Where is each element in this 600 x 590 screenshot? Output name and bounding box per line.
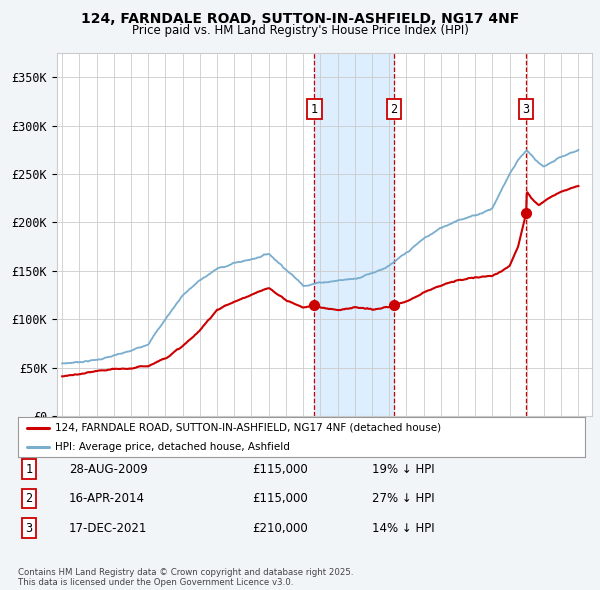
Text: 19% ↓ HPI: 19% ↓ HPI <box>372 463 434 476</box>
Text: 1: 1 <box>25 463 32 476</box>
Text: 124, FARNDALE ROAD, SUTTON-IN-ASHFIELD, NG17 4NF (detached house): 124, FARNDALE ROAD, SUTTON-IN-ASHFIELD, … <box>55 423 441 433</box>
Text: Price paid vs. HM Land Registry's House Price Index (HPI): Price paid vs. HM Land Registry's House … <box>131 24 469 37</box>
Text: 124, FARNDALE ROAD, SUTTON-IN-ASHFIELD, NG17 4NF: 124, FARNDALE ROAD, SUTTON-IN-ASHFIELD, … <box>81 12 519 26</box>
Text: 2: 2 <box>25 492 32 505</box>
Text: Contains HM Land Registry data © Crown copyright and database right 2025.
This d: Contains HM Land Registry data © Crown c… <box>18 568 353 587</box>
Text: £115,000: £115,000 <box>252 492 308 505</box>
Text: 2: 2 <box>391 103 398 116</box>
Text: £210,000: £210,000 <box>252 522 308 535</box>
Text: HPI: Average price, detached house, Ashfield: HPI: Average price, detached house, Ashf… <box>55 442 290 452</box>
Text: 28-AUG-2009: 28-AUG-2009 <box>69 463 148 476</box>
Text: 14% ↓ HPI: 14% ↓ HPI <box>372 522 434 535</box>
Bar <box>314 53 394 416</box>
Text: 17-DEC-2021: 17-DEC-2021 <box>69 522 148 535</box>
Text: 27% ↓ HPI: 27% ↓ HPI <box>372 492 434 505</box>
Text: £115,000: £115,000 <box>252 463 308 476</box>
Text: 16-APR-2014: 16-APR-2014 <box>69 492 145 505</box>
Text: 3: 3 <box>523 103 530 116</box>
Text: 1: 1 <box>311 103 318 116</box>
Text: 3: 3 <box>25 522 32 535</box>
